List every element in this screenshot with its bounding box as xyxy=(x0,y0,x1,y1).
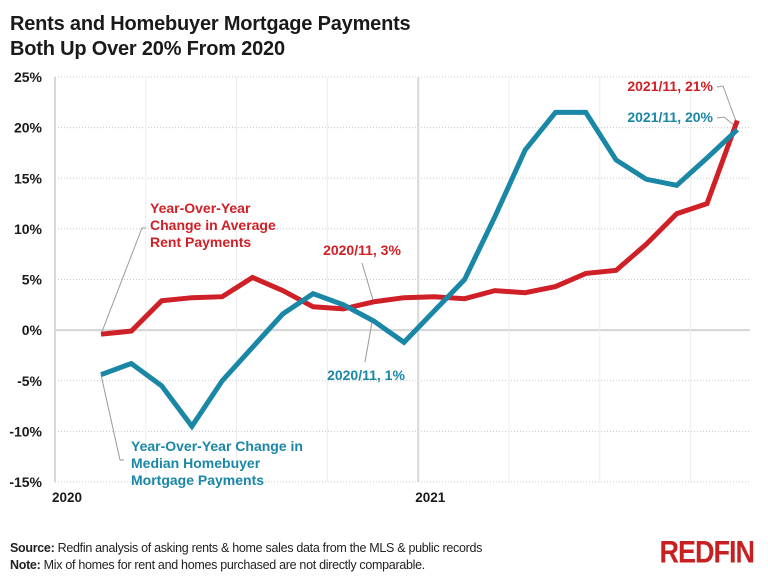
y-tick-label: -5% xyxy=(17,373,42,389)
mortgage-series-label: Mortgage Payments xyxy=(131,472,264,488)
chart-title-line-2: Both Up Over 20% From 2020 xyxy=(10,38,285,60)
rent-series-label: Change in Average xyxy=(150,217,276,233)
redfin-logo: REDFIN xyxy=(659,535,755,570)
y-tick-label: 0% xyxy=(22,322,43,338)
mortgage-label-leader xyxy=(100,374,124,461)
mortgage-2020-11-label: 2020/11, 1% xyxy=(327,367,405,383)
y-tick-label: 5% xyxy=(22,272,43,288)
mortgage-series-label: Median Homebuyer xyxy=(131,455,261,471)
source-text: Redfin analysis of asking rents & home s… xyxy=(57,541,483,555)
mortgage-2020-11-leader xyxy=(364,321,373,363)
note-text: Mix of homes for rent and homes purchase… xyxy=(43,558,426,572)
rent-2020-11-label: 2020/11, 3% xyxy=(323,242,401,258)
y-axis-tick-labels: 25% 20% 15% 10% 5% 0% -5% -10% -15% xyxy=(9,69,42,490)
y-tick-label: 20% xyxy=(14,120,43,136)
rent-2021-11-leader xyxy=(716,85,738,125)
rent-series-label: Rent Payments xyxy=(150,234,251,250)
note-label: Note: xyxy=(10,558,41,572)
rent-series-line xyxy=(100,119,740,337)
grid-lines xyxy=(54,76,750,483)
chart-title-line-1: Rents and Homebuyer Mortgage Payments xyxy=(10,13,411,35)
source-label: Source: xyxy=(10,541,55,555)
y-tick-label: 10% xyxy=(14,221,43,237)
chart-footer: Source: Redfin analysis of asking rents … xyxy=(10,540,482,574)
mortgage-2021-11-leader xyxy=(716,116,736,127)
rent-2021-11-label: 2021/11, 21% xyxy=(627,78,713,94)
annotation-leader-lines xyxy=(100,85,738,461)
y-tick-label: 15% xyxy=(14,170,43,186)
mortgage-2021-11-label: 2021/11, 20% xyxy=(627,109,713,125)
x-tick-label: 2020 xyxy=(52,490,82,505)
x-axis-tick-labels: 2020 2021 xyxy=(52,490,446,505)
y-tick-label: -10% xyxy=(9,423,42,439)
source-line: Source: Redfin analysis of asking rents … xyxy=(10,540,482,557)
y-tick-label: 25% xyxy=(14,69,43,85)
mortgage-series-line xyxy=(100,109,740,431)
chart-title: Rents and Homebuyer Mortgage Payments Bo… xyxy=(10,12,411,62)
rent-2020-11-leader xyxy=(361,262,374,301)
note-line: Note: Mix of homes for rent and homes pu… xyxy=(10,557,482,574)
rent-series-label: Year-Over-Year xyxy=(150,200,251,216)
y-tick-label: -15% xyxy=(9,474,42,490)
mortgage-series-label: Year-Over-Year Change in xyxy=(131,438,303,454)
x-tick-label: 2021 xyxy=(415,490,446,505)
data-series xyxy=(100,109,740,431)
rent-label-leader xyxy=(100,227,146,335)
